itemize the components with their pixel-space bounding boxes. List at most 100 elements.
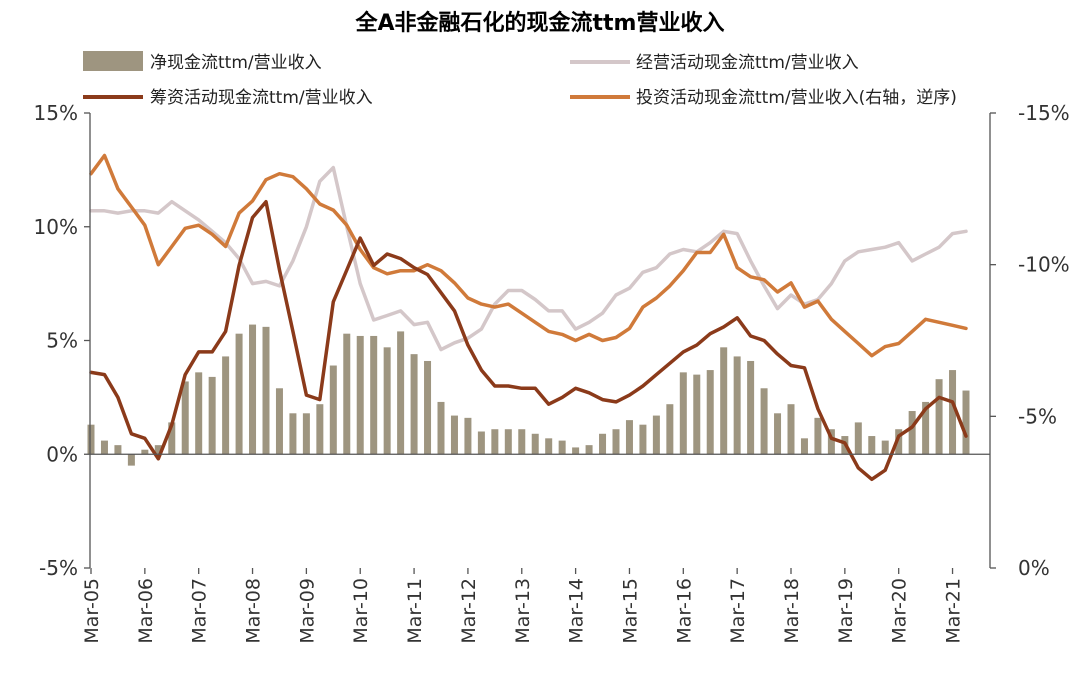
right-tick-label: -10% — [1018, 253, 1070, 277]
right-tick-label: -15% — [1018, 101, 1070, 125]
bar-net — [424, 360, 432, 455]
bar-net — [599, 433, 607, 455]
x-tick-label: Mar-05 — [81, 578, 103, 644]
left-tick-label: 5% — [46, 329, 78, 353]
bar-net — [114, 445, 122, 455]
bar-net — [222, 356, 230, 455]
bar-net — [922, 401, 930, 455]
bar-net — [652, 415, 660, 455]
legend-label-investing: 投资活动现金流ttm/营业收入(右轴，逆序) — [636, 88, 957, 108]
bar-net — [410, 354, 418, 455]
x-tick-label: Mar-17 — [727, 578, 749, 644]
left-tick-label: 15% — [34, 101, 78, 125]
line-financing — [89, 199, 968, 482]
legend-swatch-net — [83, 51, 143, 71]
x-tick-label: Mar-13 — [512, 578, 534, 644]
bar-net — [949, 370, 957, 455]
bar-net — [127, 454, 135, 466]
x-tick-label: Mar-10 — [350, 578, 372, 644]
x-tick-label: Mar-21 — [943, 578, 965, 644]
bar-net — [302, 413, 310, 455]
bar-net — [356, 335, 364, 455]
bar-net — [558, 440, 566, 455]
bar-net — [383, 347, 391, 455]
bar-net — [329, 365, 337, 455]
x-tick-label: Mar-12 — [458, 578, 480, 644]
bar-net — [895, 429, 903, 455]
line-investing — [89, 153, 968, 358]
line-operating — [89, 165, 968, 352]
bar-net — [908, 411, 916, 455]
bar-net — [881, 440, 889, 455]
bar-net — [800, 438, 808, 455]
x-tick-label: Mar-07 — [189, 578, 211, 644]
bar-net — [275, 388, 283, 455]
bar-net — [141, 449, 149, 455]
x-tick-label: Mar-19 — [835, 578, 857, 644]
bar-net — [100, 440, 108, 455]
bar-net — [814, 417, 822, 455]
bar-net — [733, 356, 741, 455]
bar-net — [450, 415, 458, 455]
bar-net — [720, 347, 728, 455]
bar-net — [639, 424, 647, 455]
x-tick-label: Mar-14 — [566, 578, 588, 644]
x-tick-label: Mar-09 — [296, 578, 318, 644]
left-tick-label: -5% — [39, 556, 78, 580]
bar-net — [154, 445, 162, 455]
bar-net — [625, 420, 633, 455]
x-tick-label: Mar-11 — [404, 578, 426, 644]
right-tick-label: -5% — [1018, 404, 1057, 428]
left-tick-label: 10% — [34, 215, 78, 239]
bar-net — [208, 376, 216, 455]
bar-net — [706, 370, 714, 455]
bar-net — [464, 417, 472, 455]
bar-net — [774, 413, 782, 455]
bar-net — [491, 429, 499, 455]
x-tick-label: Mar-18 — [781, 578, 803, 644]
bar-net — [572, 447, 580, 455]
bar-net — [343, 333, 351, 455]
bar-net — [545, 438, 553, 455]
bar-net — [827, 429, 835, 455]
bar-net — [962, 390, 970, 455]
bar-net — [585, 445, 593, 455]
legend-label-financing: 筹资活动现金流ttm/营业收入 — [150, 88, 373, 108]
legend-label-net: 净现金流ttm/营业收入 — [150, 53, 322, 73]
bar-net — [397, 331, 405, 455]
chart-title: 全A非金融石化的现金流ttm营业收入 — [355, 10, 725, 36]
x-tick-label: Mar-06 — [135, 578, 157, 644]
bar-net — [868, 436, 876, 455]
plot-area: -5% 0% 5% 10% 15% 0% -5% -10% -15% Mar-05 Mar-06 Ma… — [34, 101, 1070, 644]
left-tick-label: 0% — [46, 442, 78, 466]
x-tick-label: Mar-15 — [619, 578, 641, 644]
bar-net — [504, 429, 512, 455]
bar-net — [518, 429, 526, 455]
bar-net — [262, 326, 270, 455]
bar-net — [168, 422, 176, 455]
bar-net — [531, 433, 539, 455]
bar-net — [437, 401, 445, 455]
bar-net — [87, 424, 95, 455]
right-tick-label: 0% — [1018, 556, 1050, 580]
bar-net — [612, 429, 620, 455]
bar-net — [760, 388, 768, 455]
legend: 净现金流ttm/营业收入 经营活动现金流ttm/营业收入 筹资活动现金流ttm/… — [83, 51, 957, 108]
bar-net — [195, 372, 203, 455]
bar-net — [935, 379, 943, 455]
bar-net — [289, 413, 297, 455]
x-tick-label: Mar-16 — [673, 578, 695, 644]
bar-net — [370, 335, 378, 455]
bar-net — [854, 422, 862, 455]
bar-net — [747, 360, 755, 455]
bar-net — [666, 404, 674, 455]
bar-net — [235, 333, 243, 455]
bar-net — [316, 404, 324, 455]
bar-net — [249, 324, 257, 455]
bar-net — [679, 372, 687, 455]
legend-label-operating: 经营活动现金流ttm/营业收入 — [636, 53, 859, 73]
bar-net — [787, 404, 795, 455]
bar-net — [477, 431, 485, 455]
x-tick-label: Mar-20 — [889, 578, 911, 644]
